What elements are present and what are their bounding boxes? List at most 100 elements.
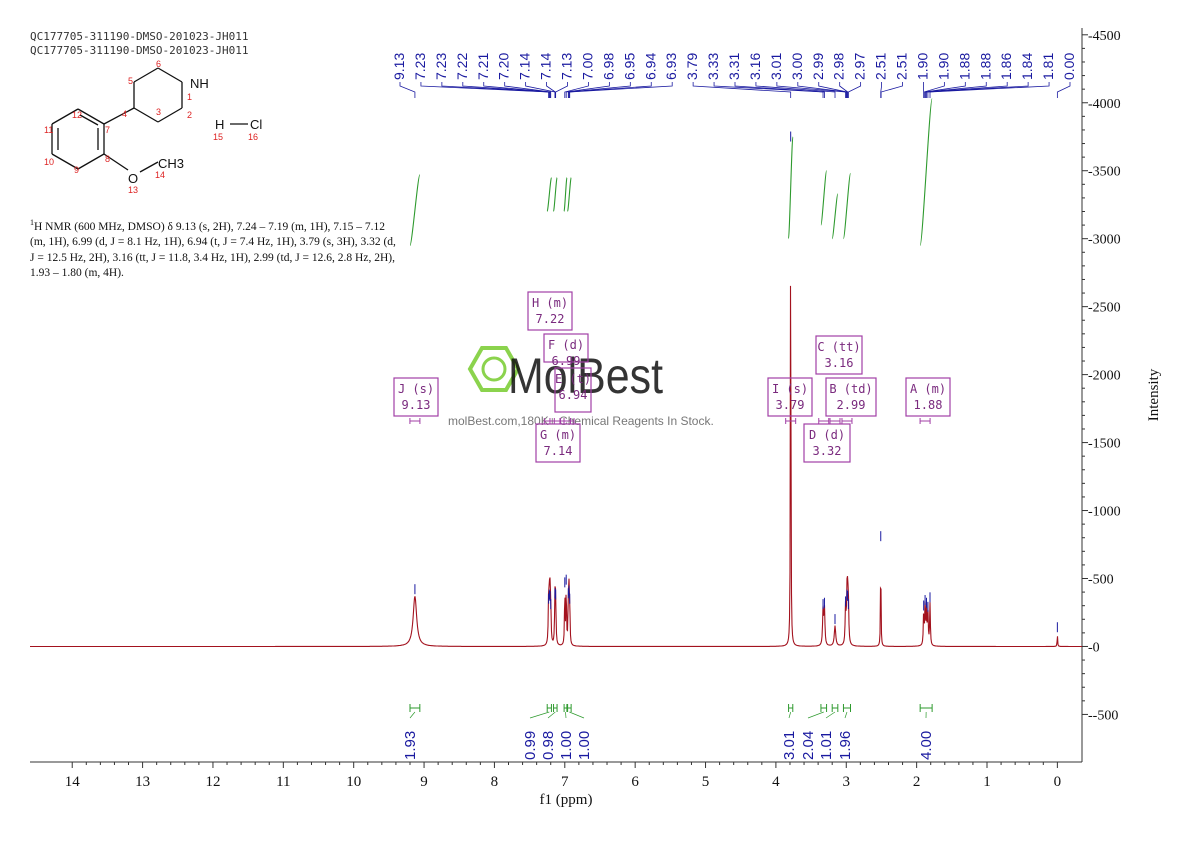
- multiplet-box: [535, 423, 581, 463]
- multiplet-letter-type: H (m): [532, 296, 568, 310]
- multiplet-box: [905, 377, 951, 417]
- watermark: MolBest molBest.com,180K+ Chemical Reage…: [448, 346, 714, 428]
- multiplet-letter-type: F (d): [548, 338, 584, 352]
- atom-number-1: 1: [187, 92, 192, 102]
- integral-curve: [820, 170, 828, 226]
- sample-id-line-2: QC177705-311190-DMSO-201023-JH011: [30, 44, 249, 57]
- peak-label-leader: [565, 82, 610, 98]
- integral-value: 3.01: [781, 731, 798, 760]
- multiplet-annotations: J (s) 9.13 H (m) 7.22 F (d) 6.99 E (t) 6.94 G (m…: [393, 291, 951, 463]
- peak-label: 1.90: [914, 53, 930, 80]
- peak-label: 0.00: [1061, 53, 1077, 80]
- y-tick-label: -2500: [1088, 301, 1121, 316]
- peak-label-leader: [555, 82, 568, 98]
- x-tick-label: 3: [843, 774, 851, 790]
- peak-label: 1.88: [956, 53, 972, 80]
- peak-label: 7.14: [517, 53, 533, 80]
- integral-curve: [563, 176, 568, 213]
- sample-id-header: QC177705-311190-DMSO-201023-JH011 QC1777…: [30, 30, 249, 58]
- integral-curve: [919, 98, 933, 247]
- x-tick-label: 0: [1054, 774, 1062, 790]
- peak-label-leader: [839, 82, 849, 98]
- y-tick-label: -3500: [1088, 165, 1121, 180]
- peak-label-leader: [925, 82, 987, 98]
- multiplet-box: [803, 423, 851, 463]
- peak-label-leader: [926, 82, 1008, 98]
- integral-curve: [831, 193, 839, 240]
- multiplet-shift: 3.16: [825, 356, 854, 370]
- nmr-description-sup: 1: [30, 218, 34, 227]
- y-tick-label: -500: [1088, 573, 1114, 588]
- atom-number-5: 5: [128, 76, 133, 86]
- peak-label-leader: [847, 82, 862, 98]
- atom-number-10: 10: [44, 157, 54, 167]
- atom-number-13: 13: [128, 185, 138, 195]
- integral-value: 2.04: [800, 731, 817, 760]
- peak-label-group: 9.13 7.23 7.23 7.22 7.21 7.20 7.14 7.14 7.13 7.00…: [391, 53, 1077, 98]
- atom-cl: Cl: [250, 117, 262, 132]
- nmr-description-text: H NMR (600 MHz, DMSO) δ 9.13 (s, 2H), 7.…: [30, 220, 396, 280]
- peak-label: 2.51: [894, 53, 910, 80]
- x-tick-label: 8: [491, 774, 499, 790]
- peak-label-leader: [929, 82, 1050, 98]
- atom-number-14: 14: [155, 170, 165, 180]
- multiplet-box: [767, 377, 813, 417]
- x-tick-label: 9: [420, 774, 428, 790]
- peak-label: 6.93: [663, 53, 679, 80]
- peak-label: 7.20: [496, 53, 512, 80]
- peak-label: 2.98: [831, 53, 847, 80]
- peak-label-leader: [755, 82, 836, 98]
- atom-number-4: 4: [122, 109, 127, 119]
- integral-value: 1.93: [402, 731, 419, 760]
- peak-label-leader: [399, 82, 416, 98]
- multiplet-shift: 3.79: [776, 398, 805, 412]
- peak-label: 9.13: [391, 53, 407, 80]
- peak-label-leader: [568, 82, 652, 98]
- atom-number-3: 3: [156, 107, 161, 117]
- peak-label-leader: [569, 82, 673, 98]
- peak-label: 1.81: [1040, 53, 1056, 80]
- peak-label: 7.13: [559, 53, 575, 80]
- peak-label: 7.00: [579, 53, 595, 80]
- peak-label: 3.01: [768, 53, 784, 80]
- integral-curve: [409, 174, 421, 247]
- chart-layer: 14 13 12 11 10 9 8 7 6 5 4 3 2 1 0f1 (ppm)--500-0-500-…: [30, 28, 1162, 808]
- watermark-brand: MolBest: [508, 348, 663, 404]
- integral-curve: [546, 176, 552, 213]
- x-tick-label: 10: [346, 774, 361, 790]
- integral-value: 1.96: [837, 731, 854, 760]
- x-tick-label: 11: [276, 774, 290, 790]
- peak-label: 7.22: [454, 53, 470, 80]
- integral-value: 1.01: [818, 731, 835, 760]
- x-tick-label: 6: [631, 774, 639, 790]
- x-tick-label: 1: [983, 774, 991, 790]
- peak-label: 2.97: [852, 53, 868, 80]
- x-tick-label: 5: [702, 774, 710, 790]
- x-axis-label: f1 (ppm): [540, 792, 593, 808]
- x-tick-label: 13: [135, 774, 150, 790]
- peak-label: 7.14: [538, 53, 554, 80]
- multiplet-letter-type: E (t): [555, 372, 591, 386]
- integral-leader: [825, 711, 836, 719]
- peak-label-leader: [713, 82, 824, 98]
- peak-label-leader: [567, 82, 631, 98]
- atom-number-9: 9: [74, 165, 79, 175]
- peak-label: 3.16: [747, 53, 763, 80]
- multiplet-shift: 2.99: [837, 398, 866, 412]
- watermark-benzene-icon: [467, 346, 521, 392]
- multiplet-box: [543, 333, 589, 363]
- integral-leader: [788, 711, 792, 719]
- peak-label: 1.86: [998, 53, 1014, 80]
- peak-label-leader: [776, 82, 846, 98]
- spectrum-trace: [30, 285, 1082, 648]
- integral-curve: [788, 136, 794, 240]
- peak-label-leader: [462, 82, 550, 98]
- peak-label: 2.99: [810, 53, 826, 80]
- atom-number-8: 8: [105, 154, 110, 164]
- multiplet-box: [554, 367, 592, 413]
- peak-label: 6.94: [642, 53, 658, 80]
- peak-label: 2.51: [873, 53, 889, 80]
- x-tick-label: 4: [772, 774, 780, 790]
- peak-label-leader: [797, 82, 847, 98]
- axes: [30, 28, 1083, 763]
